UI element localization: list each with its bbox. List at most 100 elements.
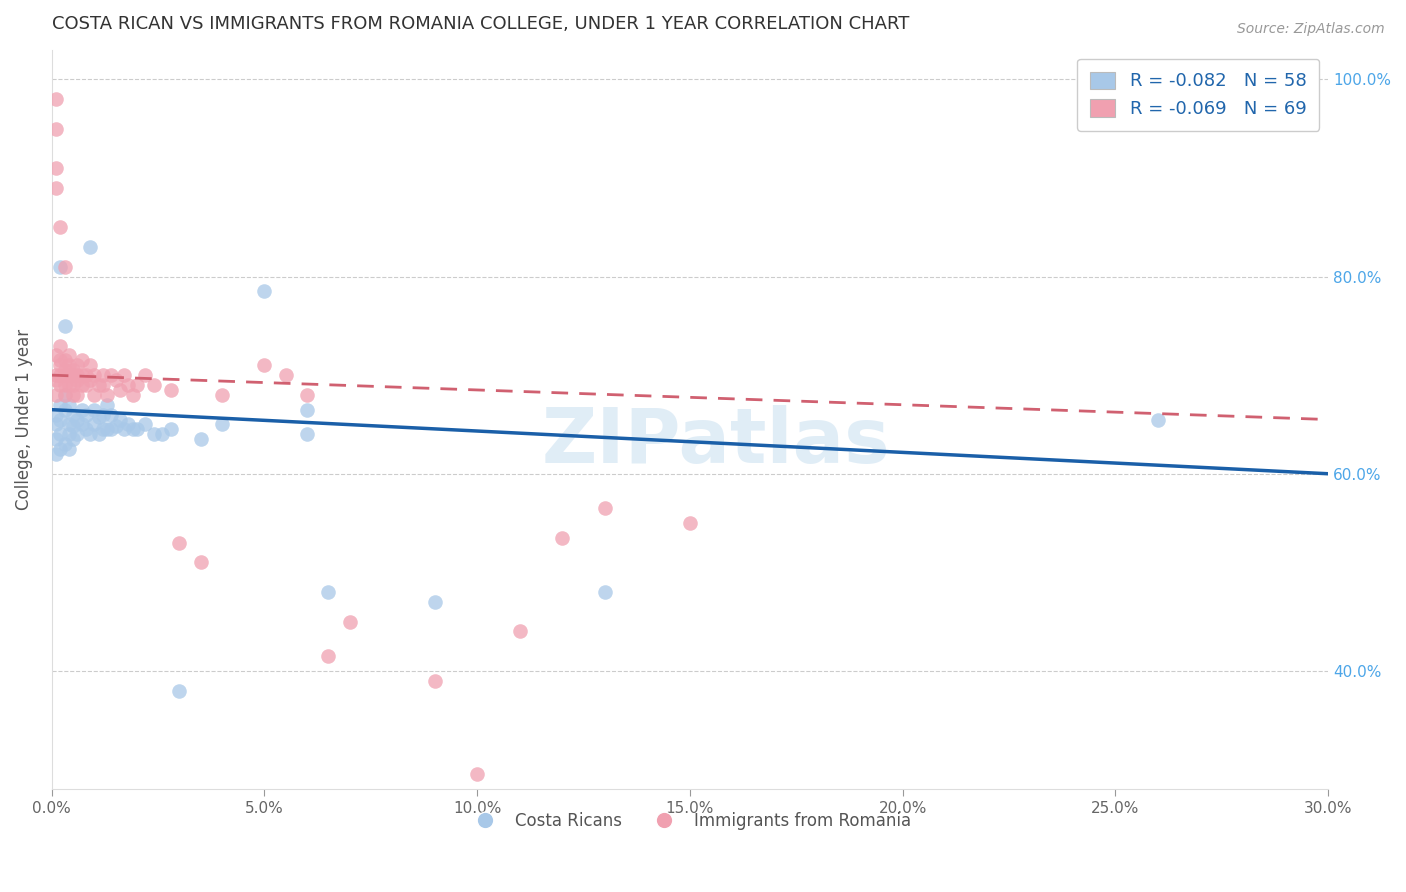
Point <box>58 442 80 456</box>
Point <box>45 388 67 402</box>
Point <box>49 353 72 368</box>
Point <box>79 359 101 373</box>
Point <box>100 368 122 383</box>
Point <box>53 363 76 377</box>
Point <box>53 318 76 333</box>
Point <box>49 260 72 274</box>
Point <box>62 432 84 446</box>
Point <box>295 427 318 442</box>
Point <box>58 398 80 412</box>
Point <box>509 624 531 639</box>
Point <box>45 348 67 362</box>
Point <box>66 368 89 383</box>
Point <box>58 378 80 392</box>
Point <box>108 383 131 397</box>
Point <box>679 516 702 530</box>
Point <box>45 373 67 387</box>
Point <box>83 388 105 402</box>
Point <box>75 408 97 422</box>
Point <box>49 359 72 373</box>
Point <box>58 417 80 432</box>
Point <box>62 408 84 422</box>
Point <box>45 417 67 432</box>
Point <box>274 368 297 383</box>
Point <box>104 373 127 387</box>
Point <box>91 408 114 422</box>
Point <box>112 368 135 383</box>
Point <box>142 378 165 392</box>
Point <box>423 595 446 609</box>
Point <box>53 378 76 392</box>
Point <box>96 422 118 436</box>
Point <box>66 388 89 402</box>
Point <box>45 92 67 106</box>
Point <box>253 285 276 299</box>
Point <box>70 402 93 417</box>
Point <box>45 181 67 195</box>
Point <box>49 412 72 426</box>
Point <box>593 501 616 516</box>
Point <box>121 422 143 436</box>
Point <box>49 338 72 352</box>
Point <box>45 432 67 446</box>
Point <box>96 388 118 402</box>
Point <box>62 419 84 434</box>
Point <box>87 427 110 442</box>
Legend: Costa Ricans, Immigrants from Romania: Costa Ricans, Immigrants from Romania <box>463 805 918 837</box>
Point <box>169 535 191 549</box>
Point <box>49 378 72 392</box>
Point <box>316 585 339 599</box>
Point <box>117 417 139 432</box>
Y-axis label: College, Under 1 year: College, Under 1 year <box>15 329 32 510</box>
Point <box>66 427 89 442</box>
Point <box>125 422 148 436</box>
Text: Source: ZipAtlas.com: Source: ZipAtlas.com <box>1237 22 1385 37</box>
Point <box>53 388 76 402</box>
Point <box>593 585 616 599</box>
Point <box>62 388 84 402</box>
Point <box>58 348 80 362</box>
Point <box>70 378 93 392</box>
Text: ZIPatlas: ZIPatlas <box>541 405 890 479</box>
Point <box>79 373 101 387</box>
Point <box>190 556 212 570</box>
Point <box>87 378 110 392</box>
Point <box>49 368 72 383</box>
Point <box>91 368 114 383</box>
Point <box>66 359 89 373</box>
Point <box>49 427 72 442</box>
Point <box>53 368 76 383</box>
Point <box>53 260 76 274</box>
Point <box>100 422 122 436</box>
Point <box>79 240 101 254</box>
Point <box>121 388 143 402</box>
Point <box>53 402 76 417</box>
Point <box>49 398 72 412</box>
Point <box>91 378 114 392</box>
Point <box>79 427 101 442</box>
Point <box>253 359 276 373</box>
Point <box>49 442 72 456</box>
Point <box>108 412 131 426</box>
Point <box>104 419 127 434</box>
Point <box>150 427 173 442</box>
Point <box>190 432 212 446</box>
Point <box>75 422 97 436</box>
Point <box>423 673 446 688</box>
Point <box>87 409 110 424</box>
Point <box>45 447 67 461</box>
Point <box>83 368 105 383</box>
Point <box>117 378 139 392</box>
Point <box>295 402 318 417</box>
Point <box>316 649 339 664</box>
Point <box>49 220 72 235</box>
Point <box>211 388 233 402</box>
Point <box>45 408 67 422</box>
Point <box>58 368 80 383</box>
Text: COSTA RICAN VS IMMIGRANTS FROM ROMANIA COLLEGE, UNDER 1 YEAR CORRELATION CHART: COSTA RICAN VS IMMIGRANTS FROM ROMANIA C… <box>52 15 910 33</box>
Point <box>91 422 114 436</box>
Point <box>70 368 93 383</box>
Point <box>83 417 105 432</box>
Point <box>45 368 67 383</box>
Point <box>1147 412 1170 426</box>
